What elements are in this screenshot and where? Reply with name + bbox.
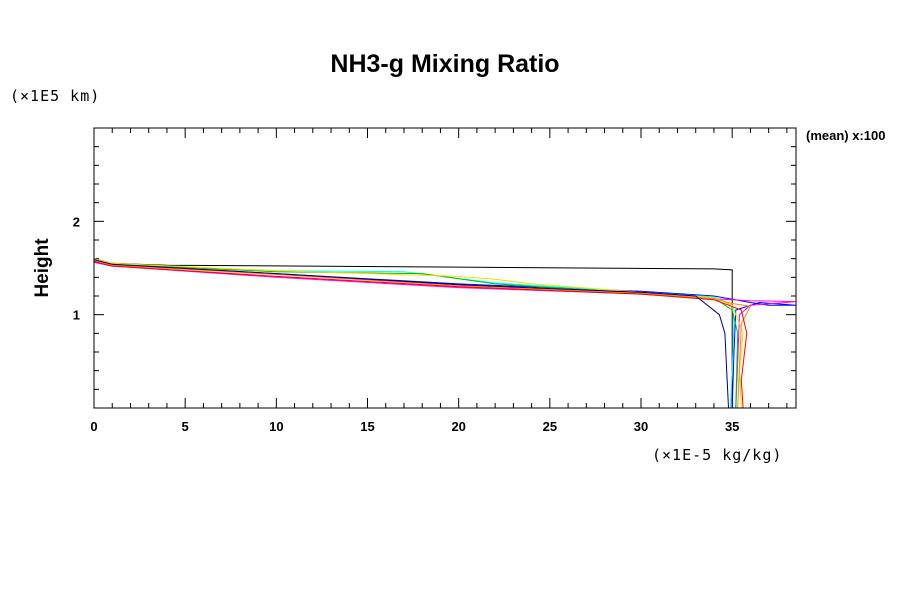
y-axis-unit: (×1E5 km) xyxy=(10,87,100,105)
chart-annotation: (mean) x:100 xyxy=(806,128,885,143)
x-axis-unit: (×1E-5 kg/kg) xyxy=(652,446,782,464)
x-tick-label: 20 xyxy=(451,419,465,434)
x-tick-label: 35 xyxy=(725,419,739,434)
x-tick-label: 25 xyxy=(543,419,557,434)
axis-ticks xyxy=(93,128,796,408)
series-line-7 xyxy=(93,260,752,409)
x-tick-label: 0 xyxy=(90,419,97,434)
y-axis-label: Height xyxy=(32,238,53,298)
series-line-5 xyxy=(93,259,739,409)
x-tick-label: 10 xyxy=(269,419,283,434)
x-tick-label: 30 xyxy=(634,419,648,434)
series-line-9 xyxy=(93,259,729,409)
x-tick-label: 5 xyxy=(182,419,189,434)
series-line-6 xyxy=(93,258,744,409)
chart-title: NH3-g Mixing Ratio xyxy=(330,50,559,78)
y-tick-label: 1 xyxy=(73,308,80,323)
series-line-8 xyxy=(93,261,748,409)
y-tick-label: 2 xyxy=(73,214,80,229)
plot-frame xyxy=(93,127,797,409)
tick-labels: 0 5 10 15 20 25 30 35 1 2 xyxy=(73,214,740,434)
series-lines xyxy=(93,128,797,409)
x-tick-label: 15 xyxy=(360,419,374,434)
